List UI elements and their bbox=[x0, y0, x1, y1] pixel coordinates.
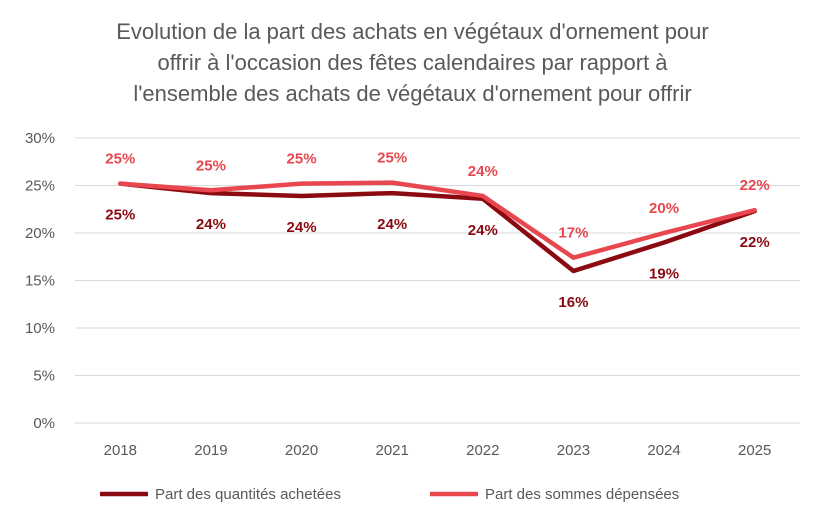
x-tick-label: 2024 bbox=[647, 442, 680, 459]
y-tick-label: 20% bbox=[25, 225, 55, 242]
data-label: 24% bbox=[196, 216, 226, 233]
series-line-2 bbox=[118, 180, 757, 260]
y-tick-label: 30% bbox=[25, 130, 55, 147]
data-label: 24% bbox=[468, 163, 498, 180]
data-label: 20% bbox=[649, 200, 679, 217]
y-tick-label: 15% bbox=[25, 273, 55, 290]
chart-title-line: l'ensemble des achats de végétaux d'orne… bbox=[133, 81, 692, 106]
legend-entry: Part des quantités achetées bbox=[155, 486, 341, 503]
data-label: 25% bbox=[287, 151, 317, 168]
data-label: 22% bbox=[740, 234, 770, 251]
data-label: 22% bbox=[740, 177, 770, 194]
chart-title-line: Evolution de la part des achats en végét… bbox=[116, 19, 709, 44]
legend-entry: Part des sommes dépensées bbox=[485, 486, 679, 503]
data-label: 17% bbox=[558, 225, 588, 242]
y-tick-label: 10% bbox=[25, 320, 55, 337]
data-label: 25% bbox=[105, 151, 135, 168]
x-tick-label: 2025 bbox=[738, 442, 771, 459]
data-label: 25% bbox=[105, 207, 135, 224]
series-line-1 bbox=[118, 181, 757, 274]
data-label: 24% bbox=[287, 219, 317, 236]
y-tick-label: 5% bbox=[33, 368, 55, 385]
chart-title-line: offrir à l'occasion des fêtes calendaire… bbox=[157, 50, 668, 75]
x-tick-label: 2018 bbox=[104, 442, 137, 459]
chart-title: Evolution de la part des achats en végét… bbox=[0, 16, 825, 109]
x-tick-label: 2020 bbox=[285, 442, 318, 459]
data-label: 24% bbox=[468, 222, 498, 239]
x-tick-label: 2023 bbox=[557, 442, 590, 459]
x-tick-label: 2019 bbox=[194, 442, 227, 459]
x-tick-label: 2021 bbox=[376, 442, 409, 459]
data-label: 25% bbox=[196, 157, 226, 174]
x-tick-label: 2022 bbox=[466, 442, 499, 459]
data-label: 24% bbox=[377, 216, 407, 233]
data-label: 25% bbox=[377, 150, 407, 167]
data-label: 16% bbox=[558, 294, 588, 311]
y-tick-label: 25% bbox=[25, 178, 55, 195]
data-label: 19% bbox=[649, 266, 679, 283]
y-tick-label: 0% bbox=[33, 415, 55, 432]
